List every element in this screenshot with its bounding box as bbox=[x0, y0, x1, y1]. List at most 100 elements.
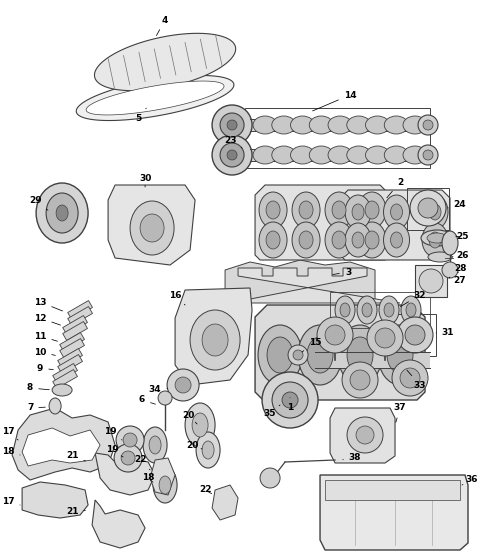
Ellipse shape bbox=[114, 444, 142, 472]
Text: 11: 11 bbox=[34, 331, 57, 341]
Polygon shape bbox=[58, 355, 82, 373]
Text: 29: 29 bbox=[29, 196, 48, 210]
Bar bbox=[414, 265, 446, 297]
Ellipse shape bbox=[357, 222, 385, 258]
Text: 27: 27 bbox=[453, 272, 465, 285]
Ellipse shape bbox=[327, 146, 351, 164]
Polygon shape bbox=[229, 268, 399, 303]
Ellipse shape bbox=[386, 337, 412, 373]
Text: 23: 23 bbox=[223, 135, 242, 148]
Ellipse shape bbox=[266, 231, 279, 249]
Ellipse shape bbox=[428, 204, 440, 220]
Ellipse shape bbox=[52, 384, 72, 396]
Ellipse shape bbox=[409, 190, 445, 226]
Polygon shape bbox=[225, 260, 374, 300]
Ellipse shape bbox=[427, 252, 451, 262]
Polygon shape bbox=[329, 408, 394, 463]
Text: 18: 18 bbox=[2, 447, 20, 457]
Text: 30: 30 bbox=[138, 173, 151, 187]
Ellipse shape bbox=[383, 195, 408, 229]
Ellipse shape bbox=[253, 116, 276, 134]
Ellipse shape bbox=[357, 192, 385, 228]
Text: 32: 32 bbox=[400, 291, 425, 306]
Ellipse shape bbox=[374, 328, 394, 348]
Ellipse shape bbox=[299, 201, 312, 219]
Polygon shape bbox=[150, 458, 175, 495]
Ellipse shape bbox=[421, 223, 447, 257]
Ellipse shape bbox=[258, 222, 287, 258]
Ellipse shape bbox=[56, 205, 68, 221]
Ellipse shape bbox=[421, 195, 447, 229]
Ellipse shape bbox=[190, 310, 240, 370]
Ellipse shape bbox=[344, 223, 370, 257]
Ellipse shape bbox=[220, 143, 243, 167]
Ellipse shape bbox=[399, 368, 419, 388]
Ellipse shape bbox=[366, 320, 402, 356]
Ellipse shape bbox=[306, 337, 333, 373]
Ellipse shape bbox=[159, 476, 171, 494]
Ellipse shape bbox=[339, 303, 349, 317]
Text: 5: 5 bbox=[135, 108, 146, 123]
Polygon shape bbox=[68, 306, 92, 325]
Bar bbox=[324, 480, 459, 500]
Text: 37: 37 bbox=[393, 403, 406, 422]
Ellipse shape bbox=[426, 233, 446, 243]
Text: 35: 35 bbox=[263, 405, 279, 418]
Polygon shape bbox=[175, 288, 252, 385]
Text: 20: 20 bbox=[182, 411, 197, 424]
Ellipse shape bbox=[347, 417, 382, 453]
Ellipse shape bbox=[364, 201, 378, 219]
Ellipse shape bbox=[390, 204, 402, 220]
Ellipse shape bbox=[365, 116, 389, 134]
Bar bbox=[393, 314, 435, 356]
Text: 6: 6 bbox=[139, 395, 155, 404]
Ellipse shape bbox=[441, 231, 457, 255]
Ellipse shape bbox=[272, 382, 307, 418]
Ellipse shape bbox=[46, 193, 78, 233]
Ellipse shape bbox=[220, 113, 243, 137]
Ellipse shape bbox=[405, 303, 415, 317]
Text: 13: 13 bbox=[34, 297, 62, 311]
Ellipse shape bbox=[337, 325, 381, 385]
Ellipse shape bbox=[227, 150, 237, 160]
Text: 24: 24 bbox=[447, 199, 465, 208]
Text: 36: 36 bbox=[461, 476, 477, 485]
Text: 12: 12 bbox=[34, 314, 60, 325]
Ellipse shape bbox=[290, 146, 314, 164]
Ellipse shape bbox=[349, 370, 369, 390]
Polygon shape bbox=[255, 185, 389, 260]
Ellipse shape bbox=[364, 231, 378, 249]
Bar bbox=[329, 292, 429, 328]
Ellipse shape bbox=[383, 116, 408, 134]
Ellipse shape bbox=[258, 192, 287, 228]
Ellipse shape bbox=[261, 372, 318, 428]
Ellipse shape bbox=[271, 146, 295, 164]
Ellipse shape bbox=[298, 325, 341, 385]
Ellipse shape bbox=[441, 262, 457, 278]
Ellipse shape bbox=[383, 146, 408, 164]
Text: 34: 34 bbox=[149, 385, 167, 394]
Ellipse shape bbox=[166, 369, 198, 401]
Ellipse shape bbox=[309, 116, 333, 134]
Polygon shape bbox=[53, 369, 77, 388]
Ellipse shape bbox=[121, 451, 135, 465]
Ellipse shape bbox=[212, 105, 252, 145]
Ellipse shape bbox=[417, 115, 437, 135]
Ellipse shape bbox=[299, 231, 312, 249]
Ellipse shape bbox=[287, 345, 307, 365]
Ellipse shape bbox=[428, 232, 440, 248]
Ellipse shape bbox=[420, 230, 452, 246]
Ellipse shape bbox=[347, 337, 372, 373]
Ellipse shape bbox=[422, 120, 432, 130]
Polygon shape bbox=[12, 408, 115, 480]
Polygon shape bbox=[76, 76, 233, 120]
Text: 18: 18 bbox=[141, 473, 154, 482]
Ellipse shape bbox=[341, 362, 377, 398]
Polygon shape bbox=[86, 81, 224, 115]
Ellipse shape bbox=[140, 214, 164, 242]
Ellipse shape bbox=[355, 426, 373, 444]
Ellipse shape bbox=[324, 192, 352, 228]
Ellipse shape bbox=[267, 337, 292, 373]
Text: 10: 10 bbox=[34, 348, 55, 356]
Ellipse shape bbox=[356, 296, 376, 324]
